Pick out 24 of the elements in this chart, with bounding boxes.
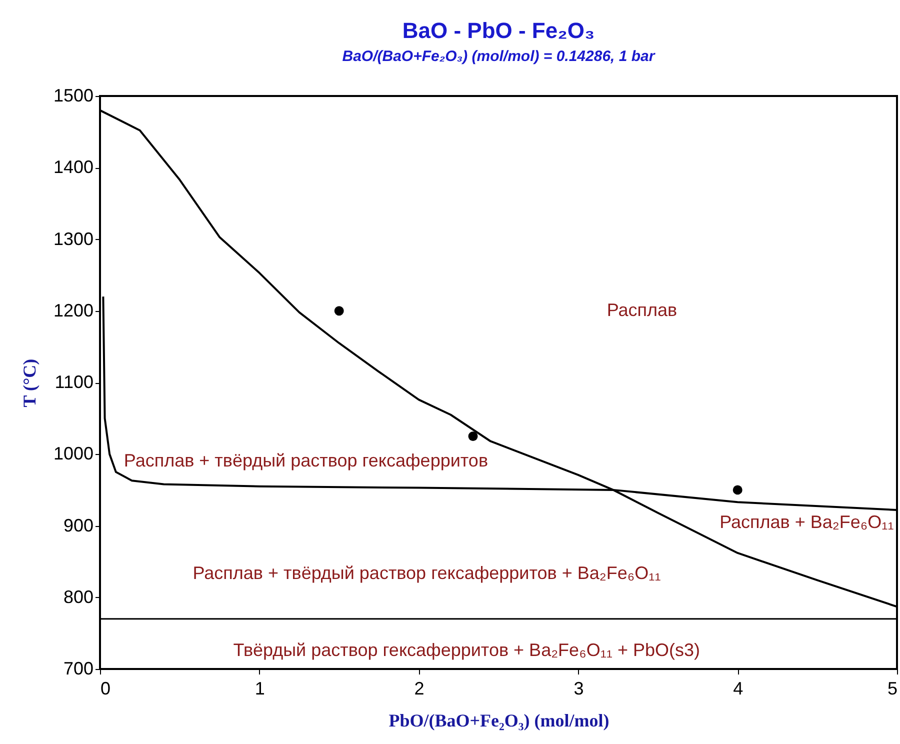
x-tick-label: 5 [887, 678, 898, 698]
annotation: Расплав + Ba₂Fe₆O₁₁ [720, 512, 894, 532]
annotation: Расплав + твёрдый раствор гексаферритов [124, 450, 488, 471]
y-tick-label: 700 [63, 658, 94, 678]
x-tick-label: 3 [574, 678, 584, 698]
annotation: Твёрдый раствор гексаферритов + Ba₂Fe₆O₁₁ + PbO(s3) [233, 640, 700, 660]
annotation: Расплав + твёрдый раствор гексаферритов + Ba₂Fe₆O₁₁ [192, 562, 661, 583]
x-tick-label: 0 [100, 678, 111, 698]
y-tick-label: 1100 [54, 372, 94, 392]
annotation: Расплав [606, 300, 678, 320]
y-tick-label: 1200 [53, 300, 94, 320]
chart-subtitle: BaO/(BaO+Fe₂O₃) (mol/mol) = 0.14286, 1 bar [342, 48, 656, 65]
chart-title: BaO - PbO - Fe₂O₃ [402, 18, 595, 43]
x-axis-title: PbO/(BaO+Fe₂O₃) (mol/mol) [388, 710, 610, 730]
y-tick-label: 800 [63, 586, 94, 607]
y-tick-label: 1000 [53, 444, 94, 464]
x-tick-label: 2 [414, 678, 424, 698]
y-axis-title: T (°C) [19, 358, 40, 408]
x-tick-label: 4 [733, 678, 744, 698]
x-tick-label: 1 [254, 678, 265, 698]
y-tick-label: 1300 [53, 228, 94, 249]
y-tick-label: 1500 [53, 86, 94, 106]
y-tick-label: 1400 [53, 157, 94, 178]
y-tick-label: 900 [63, 515, 94, 536]
